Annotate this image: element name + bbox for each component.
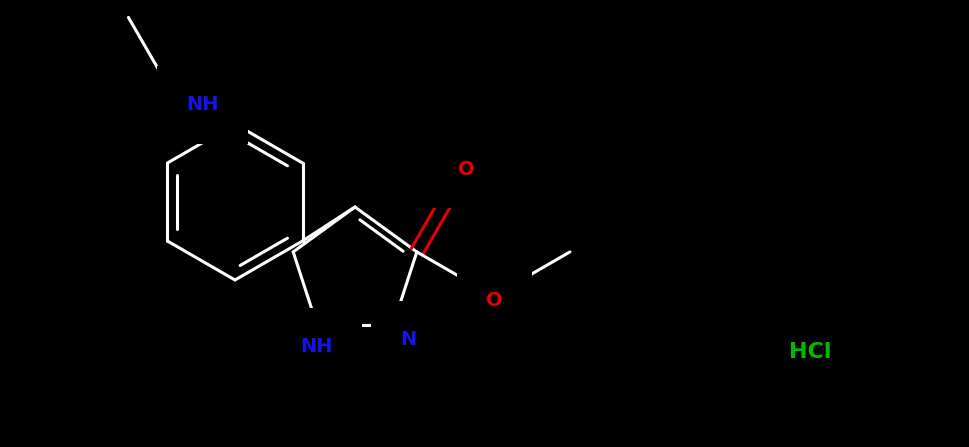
- Text: N: N: [400, 330, 417, 349]
- Text: O: O: [457, 160, 474, 179]
- Text: HCl: HCl: [789, 342, 831, 362]
- Text: NH: NH: [300, 337, 333, 356]
- Text: O: O: [486, 291, 503, 310]
- Text: NH: NH: [186, 96, 218, 114]
